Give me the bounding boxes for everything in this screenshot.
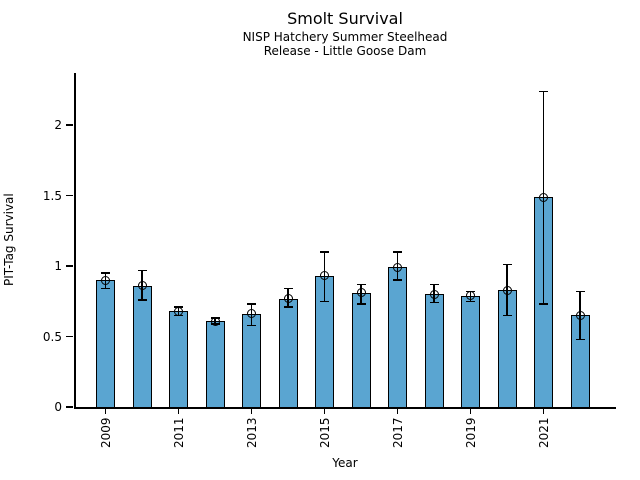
point-marker-2011 <box>174 306 183 316</box>
x-tick <box>469 408 472 414</box>
x-axis-label: Year <box>332 456 358 470</box>
x-tick <box>177 408 180 414</box>
bar-2019 <box>461 295 480 407</box>
y-tick-label: 2 <box>54 118 62 133</box>
point-marker-2022 <box>575 310 585 320</box>
error-cap-bottom-2020 <box>502 314 512 317</box>
point-marker-2016 <box>356 288 366 298</box>
x-tick <box>323 408 326 414</box>
error-cap-bottom-2015 <box>320 300 329 303</box>
chart-subtitle-line2: Release - Little Goose Dam <box>263 44 427 58</box>
error-cap-top-2017 <box>393 251 402 253</box>
chart-title: Smolt Survival <box>287 9 403 28</box>
x-tick-label: 2015 <box>317 417 332 448</box>
x-tick-label: 2021 <box>536 417 551 448</box>
y-tick <box>66 124 73 126</box>
point-marker-2013 <box>247 309 256 319</box>
point-marker-2015 <box>320 271 329 281</box>
bar-2013 <box>242 314 261 407</box>
y-tick <box>66 406 73 408</box>
bar-2017 <box>388 267 407 407</box>
y-tick <box>66 194 73 197</box>
x-tick <box>396 408 399 414</box>
error-cap-top-2010 <box>137 269 147 272</box>
x-tick <box>104 408 107 414</box>
error-cap-top-2014 <box>283 287 293 290</box>
error-cap-top-2013 <box>247 303 256 305</box>
bar-2010 <box>132 285 152 407</box>
error-cap-top-2018 <box>429 283 439 286</box>
y-tick-label: 0 <box>54 400 62 414</box>
error-cap-bottom-2009 <box>101 287 110 290</box>
bar-2018 <box>424 294 444 407</box>
point-marker-2021 <box>539 192 548 202</box>
error-cap-top-2015 <box>320 251 329 253</box>
error-cap-top-2022 <box>575 290 585 293</box>
y-tick-label: 1.5 <box>42 188 62 203</box>
point-marker-2018 <box>429 289 439 299</box>
point-marker-2012 <box>210 316 220 326</box>
point-marker-2017 <box>393 262 402 272</box>
error-cap-bottom-2013 <box>247 324 256 326</box>
error-cap-bottom-2022 <box>575 338 585 341</box>
x-tick <box>542 408 545 414</box>
error-cap-bottom-2010 <box>137 299 147 301</box>
y-tick-label: 0.5 <box>42 329 62 344</box>
y-tick <box>66 335 73 338</box>
x-tick-label: 2011 <box>171 417 186 448</box>
y-tick <box>66 265 73 267</box>
x-tick-label: 2019 <box>463 417 478 448</box>
point-marker-2014 <box>283 293 293 303</box>
point-marker-2020 <box>502 285 512 295</box>
point-marker-2019 <box>466 291 475 301</box>
error-cap-bottom-2019 <box>466 300 475 303</box>
error-cap-top-2020 <box>502 263 512 266</box>
bar-2016 <box>351 292 371 407</box>
y-tick-label: 1 <box>54 259 62 274</box>
plot-area: 0 0.5 1 1.5 2 2009 2011 2013 2015 2017 2019 2021 <box>43 73 616 448</box>
error-cap-bottom-2014 <box>283 306 293 308</box>
error-cap-bottom-2017 <box>393 279 402 281</box>
bar-2012 <box>205 321 225 407</box>
error-cap-bottom-2016 <box>356 303 366 305</box>
x-tick-label: 2017 <box>390 417 405 448</box>
bar-2014 <box>278 298 298 407</box>
chart-header: Smolt Survival NISP Hatchery Summer Stee… <box>74 8 616 58</box>
bar-2009 <box>96 280 115 407</box>
x-tick-label: 2013 <box>244 417 259 448</box>
y-axis-spine <box>74 73 76 409</box>
x-tick-label: 2009 <box>98 417 113 448</box>
error-cap-bottom-2018 <box>429 301 439 304</box>
point-marker-2009 <box>101 275 110 285</box>
point-marker-2010 <box>137 281 147 291</box>
error-cap-top-2021 <box>539 90 548 93</box>
error-cap-top-2016 <box>356 283 366 286</box>
x-axis-spine <box>74 407 616 409</box>
chart-subtitle-line1: NISP Hatchery Summer Steelhead <box>242 30 448 44</box>
x-tick <box>250 408 253 414</box>
error-cap-bottom-2021 <box>539 303 548 305</box>
y-axis-label: PIT-Tag Survival <box>2 193 16 287</box>
bar-2011 <box>169 311 188 407</box>
error-cap-top-2009 <box>101 272 110 274</box>
